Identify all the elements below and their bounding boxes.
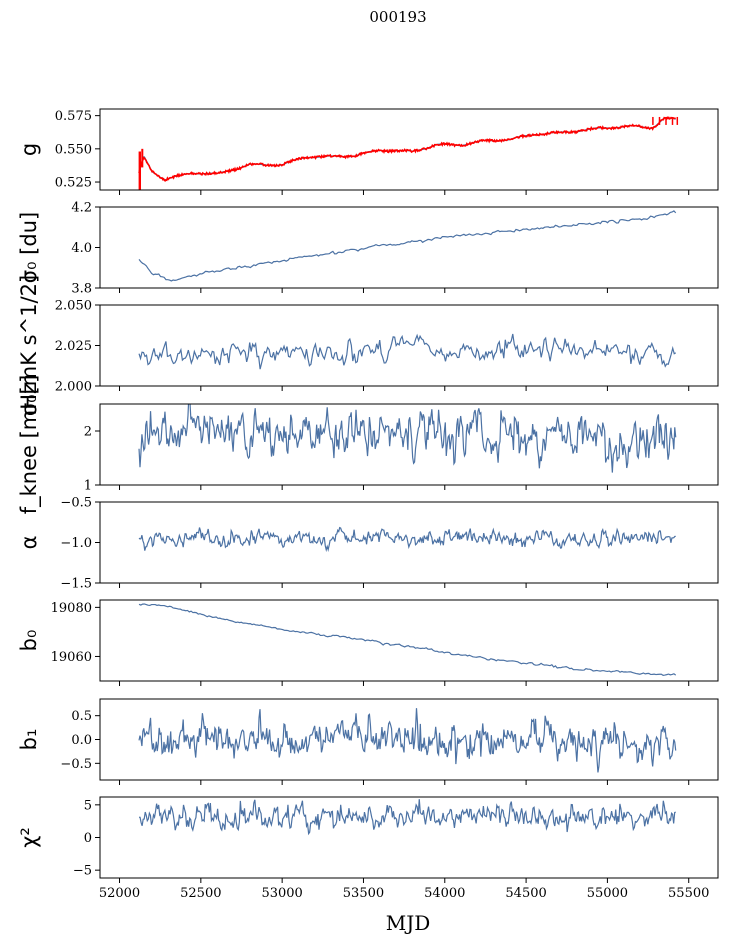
panel-fknee: 1 2 f_knee [mHz] [17, 375, 719, 515]
plot-area-g [138, 116, 679, 190]
y-tick-label-b0: 19060 [51, 650, 92, 665]
y-axis-label-sigma0_mk: σ₀[mK s^1/2] [17, 275, 41, 416]
y-tick-label-b1: −0.5 [60, 757, 92, 772]
y-tick-label-fknee: 1 [84, 479, 92, 494]
y-tick-label-chi2: 5 [84, 798, 92, 813]
y-tick-label-sigma0_du: 4.0 [71, 241, 92, 256]
y-tick-label-sigma0_du: 4.2 [71, 201, 92, 216]
y-axis-label-sigma0_du: σ₀ [du] [17, 212, 41, 283]
series-line-chi2 [139, 799, 677, 836]
plot-area-fknee [138, 404, 677, 473]
x-tick-label: 54000 [424, 886, 465, 901]
y-axis-label-fknee: f_knee [mHz] [17, 375, 42, 515]
panel-alpha: −1.5 −1.0 −0.5 α [17, 496, 719, 592]
y-tick-label-alpha: −1.5 [60, 577, 92, 592]
y-axis-label-alpha: α [17, 536, 41, 550]
panel-frame-b0 [99, 599, 719, 682]
panel-frame-fknee [99, 403, 719, 486]
x-tick-label: 52000 [99, 886, 140, 901]
y-axis-label-chi2: χ² [17, 827, 41, 848]
y-tick-label-fknee: 2 [84, 425, 92, 440]
y-tick-label-chi2: 0 [84, 831, 92, 846]
x-tick-label: 55500 [668, 886, 709, 901]
x-axis-label: MJD [386, 911, 431, 935]
series-line-fknee [138, 404, 677, 473]
x-tick-label: 55000 [587, 886, 628, 901]
series-line-gain [138, 117, 676, 181]
figure-title: 000193 [369, 8, 426, 26]
series-line-alpha [138, 526, 676, 553]
plot-area-b0 [138, 603, 677, 676]
y-tick-label-sigma0_mk: 2.050 [55, 299, 92, 314]
series-line-b1 [138, 708, 677, 773]
plot-area-sigma0_du [138, 210, 677, 282]
series-line-sigma0_du [138, 210, 677, 282]
panel-chi2: −5 0 5 χ² [17, 796, 719, 883]
series-line-b0 [138, 603, 677, 676]
panel-b0: 19060 19080 b₀ [17, 599, 719, 686]
y-tick-label-alpha: −0.5 [60, 496, 92, 511]
series-line-gain_overlay [138, 116, 676, 182]
panel-frame-alpha [99, 501, 719, 584]
panel-sigma0_du: 3.8 4.0 4.2 σ₀ [du] [17, 201, 719, 297]
plot-area-b1 [138, 708, 677, 773]
y-tick-label-alpha: −1.0 [60, 536, 92, 551]
plot-area-sigma0_mk [138, 333, 677, 370]
x-tick-label: 54500 [505, 886, 546, 901]
panel-sigma0_mk: 2.000 2.025 2.050 σ₀[mK s^1/2] [17, 275, 719, 416]
panel-b1: −0.5 0.0 0.5 b₁ [17, 698, 719, 785]
y-tick-label-b1: 0.5 [71, 709, 92, 724]
y-axis-label-g: g [17, 143, 41, 156]
y-tick-label-g: 0.550 [55, 142, 92, 157]
panel-frame-chi2 [99, 796, 719, 879]
x-tick-label: 52500 [180, 886, 221, 901]
y-tick-label-sigma0_mk: 2.025 [55, 339, 92, 354]
y-tick-label-chi2: −5 [73, 864, 92, 879]
y-tick-label-g: 0.525 [55, 176, 92, 191]
panel-g: 0.525 0.550 0.575 g [17, 108, 719, 195]
y-tick-label-g: 0.575 [55, 109, 92, 124]
series-line-sigma0_mk [138, 333, 677, 370]
panel-frame-g [99, 108, 719, 191]
y-tick-label-b1: 0.0 [71, 733, 92, 748]
y-axis-label-b1: b₁ [17, 729, 41, 751]
y-tick-label-sigma0_mk: 2.000 [55, 380, 92, 395]
panel-frame-sigma0_mk [99, 304, 719, 387]
y-tick-label-b0: 19080 [51, 601, 92, 616]
x-tick-label: 53000 [261, 886, 302, 901]
x-tick-label: 53500 [343, 886, 384, 901]
plot-area-chi2 [139, 799, 677, 836]
plot-area-alpha [138, 526, 676, 553]
y-tick-label-sigma0_du: 3.8 [71, 282, 92, 297]
y-axis-label-b0: b₀ [17, 630, 41, 652]
